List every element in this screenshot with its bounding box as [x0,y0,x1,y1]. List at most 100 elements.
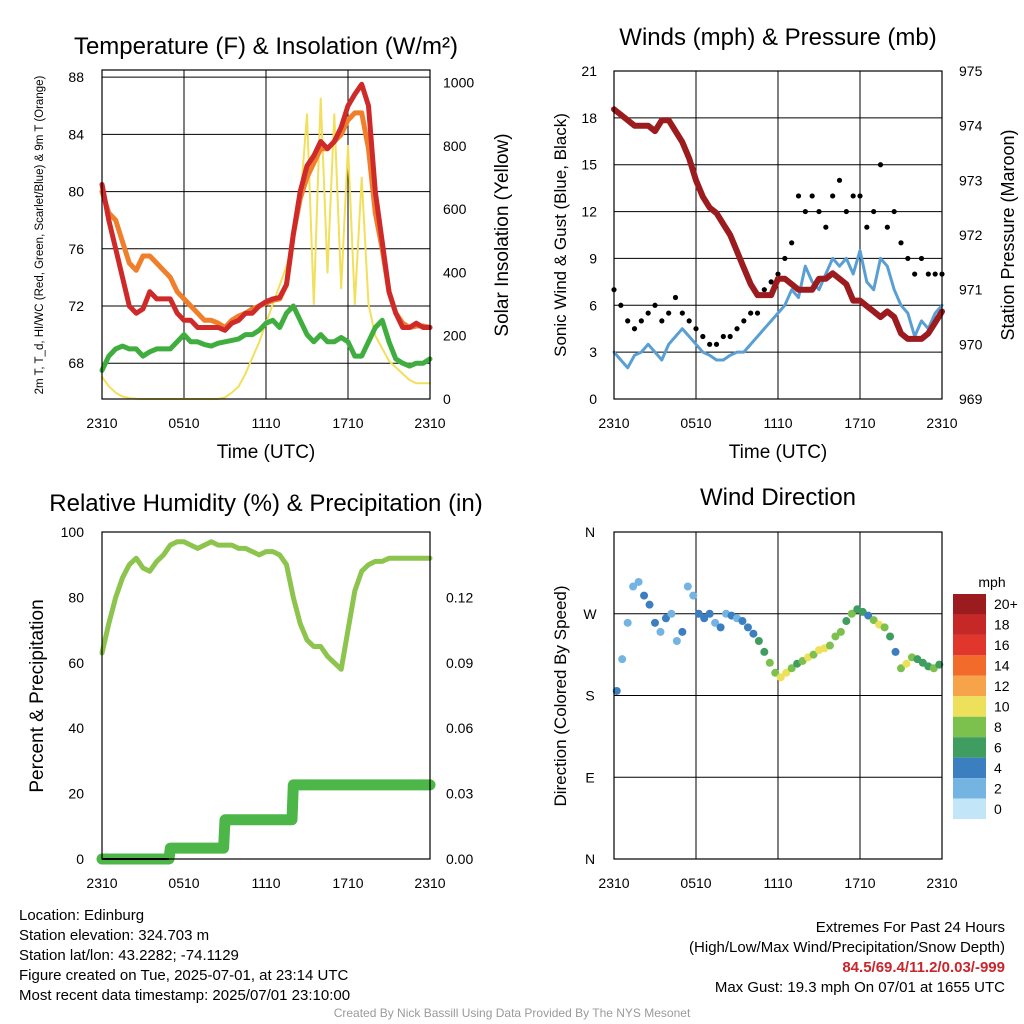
recent-timestamp: Most recent data timestamp: 2025/07/01 2… [19,987,351,1004]
x-tick-label-4: 2310 [414,875,445,891]
precip-line [96,779,436,865]
x-tick-label-4: 2310 [926,875,957,891]
wind-panel-title: Winds (mph) & Pressure (mb) [619,24,936,51]
gust-point [918,255,925,262]
pressure-y-axis-label: Station Pressure (Maroon) [998,129,1018,340]
gust-point [932,271,938,277]
direction-point [623,618,632,627]
extremes-info: Extremes For Past 24 Hours (High/Low/Max… [689,918,1005,998]
direction-point [897,664,905,673]
wind-y-tick-5: 15 [581,157,597,173]
direction-point [618,655,627,664]
gust-point [830,193,836,199]
precip-y-tick-2: 0.06 [446,720,473,736]
direction-point [765,658,774,667]
solar-y-tick-5: 1000 [443,75,474,91]
gust-point [905,255,911,262]
direction-point [629,582,638,591]
wdir-gridlines [614,531,942,860]
gust-point [898,240,904,246]
x-tick-label-1: 0510 [680,875,711,891]
temp-plot-frame [101,69,431,400]
direction-point [640,591,649,600]
x-tick-label-4: 2310 [414,415,445,431]
wdir-panel-title: Wind Direction [700,484,856,511]
pressure-line [611,106,945,342]
temp-y-axis-label: 2m T, T_d, HI/WC (Red, Green, Scarlet/Bl… [34,75,46,394]
pressure-y-tick-1: 970 [959,336,983,352]
direction-point [689,591,698,600]
x-tick-label-2: 1110 [763,875,792,891]
wind-x-axis-label: Time (UTC) [729,442,828,463]
rh-y-tick-4: 80 [68,589,84,605]
direction-point [711,618,720,627]
direction-point [645,600,654,609]
gust-point [871,208,877,215]
legend-swatch-5 [953,696,986,717]
speed-legend-title: mph [978,574,1005,590]
pressure-y-tick-4: 973 [959,172,983,188]
direction-point [902,659,911,668]
gust-point [645,310,651,316]
direction-point [716,623,725,632]
gust-point [795,193,802,199]
wind-series-group [611,106,945,370]
x-tick-label-3: 1710 [844,875,875,891]
temp-y-tick-1: 72 [68,298,84,314]
max-gust: Max Gust: 19.3 mph On 07/01 at 1655 UTC [714,979,1005,996]
direction-point [869,616,878,625]
gust-point [666,310,672,316]
legend-label-0: 20+ [994,596,1018,612]
gust-point [843,208,849,215]
direction-point [935,660,944,669]
gust-point [789,240,795,246]
station-elevation: Station elevation: 324.703 m [19,927,210,944]
solar-y-axis-label: Solar Insolation (Yellow) [492,133,513,336]
wdir-y-tick-2: S [585,688,594,704]
direction-point [694,609,703,618]
station-info: Location: Edinburg Station elevation: 32… [19,906,350,1006]
gust-point [679,310,685,316]
direction-point [672,637,681,645]
temp-x-axis-label: Time (UTC) [217,442,316,463]
x-tick-label-0: 2310 [86,415,117,431]
direction-point [705,609,714,618]
gust-point [761,287,767,293]
wdir-y-tick-4: N [585,524,595,540]
gust-point [720,333,726,340]
wdir-plot-frame [613,531,943,860]
direction-point [749,629,758,638]
solar-y-tick-0: 0 [443,391,451,407]
wdir-y-tick-0: N [585,851,595,867]
direction-point [678,627,687,636]
x-tick-label-2: 1110 [251,415,280,431]
wdir-series-group [612,577,944,695]
legend-swatch-7 [953,737,986,758]
figure-created: Figure created on Tue, 2025-07-01, at 23… [19,967,349,984]
wind-y-tick-2: 6 [589,297,597,313]
gust-point [850,193,856,199]
pressure-y-tick-3: 972 [959,227,983,243]
direction-point [754,637,763,645]
gust-point [823,224,829,230]
gust-point [652,302,658,308]
gust-point [857,193,863,199]
wind-y-tick-7: 21 [581,63,597,79]
temp-y-tick-5: 88 [68,69,84,85]
series-line-2m-t [99,81,433,333]
gust-point [625,318,631,324]
precip-y-tick-0: 0.00 [446,851,473,867]
pressure-y-tick-5: 974 [959,118,983,134]
legend-label-8: 4 [994,760,1002,776]
rh-line [99,539,433,672]
rh-series-group [96,539,436,865]
legend-swatch-0 [953,594,986,615]
solar-y-tick-3: 600 [443,201,467,217]
legend-swatch-9 [953,778,986,799]
extremes-values: 84.5/69.4/11.2/0.03/-999 [842,959,1005,976]
speed-legend: 20+ 18 16 14 12 10 8 6 4 2 0 [953,594,1018,819]
x-tick-label-4: 2310 [926,415,957,431]
